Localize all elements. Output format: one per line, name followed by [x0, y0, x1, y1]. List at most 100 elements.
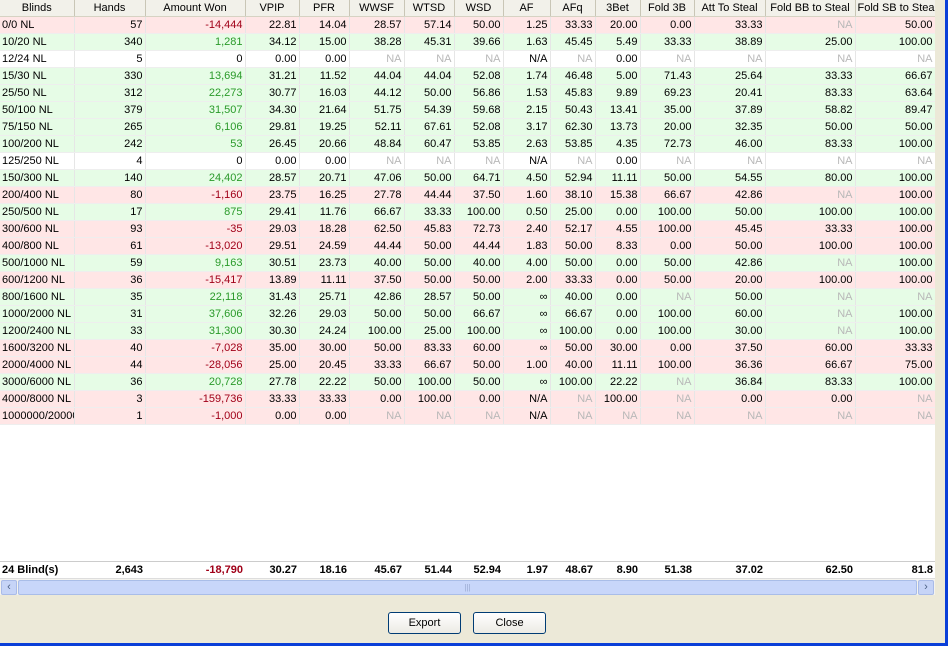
scroll-left-button[interactable]: ‹ — [1, 580, 17, 595]
table-cell: 50.00 — [349, 339, 405, 357]
column-header[interactable]: Hands — [74, 0, 146, 17]
table-cell: 25/50 NL — [0, 84, 75, 102]
table-cell: 100.00 — [349, 322, 405, 340]
table-row[interactable]: 25/50 NL 312 22,273 30.77 16.03 44.12 50.00 56.… — [0, 84, 935, 102]
table-row[interactable]: 4000/8000 NL 3 -159,736 33.33 33.33 0.00 100.0… — [0, 390, 935, 408]
table-cell: NA — [855, 288, 935, 306]
total-cell: 48.67 — [565, 564, 593, 576]
table-row[interactable]: 150/300 NL 140 24,402 28.57 20.71 47.06 50.00 6… — [0, 169, 935, 187]
column-header[interactable]: WSD — [454, 0, 504, 17]
table-cell: 22.22 — [299, 373, 350, 391]
column-header[interactable]: Att To Steal — [694, 0, 766, 17]
table-cell: 330 — [74, 67, 146, 85]
column-header[interactable]: Amount Won — [145, 0, 246, 17]
table-cell: 44 — [74, 356, 146, 374]
column-header[interactable]: PFR — [299, 0, 350, 17]
table-cell: 100.00 — [855, 305, 935, 323]
column-header[interactable]: Fold SB to Steal — [855, 0, 935, 17]
scroll-right-button[interactable]: › — [918, 580, 934, 595]
table-cell: 50.00 — [404, 305, 455, 323]
table-row[interactable]: 12/24 NL 5 0 0.00 0.00 NA NA NA N/A NA 0.00 NA NA NA N… — [0, 50, 935, 68]
table-row[interactable]: 1000000/2000000 NL1-1,0000.000.00NANANAN… — [0, 407, 935, 425]
table-row[interactable]: 125/250 NL 4 0 0.00 0.00 NA NA NA N/A NA 0.00 NA NA N… — [0, 152, 935, 170]
table-row[interactable]: 200/400 NL 80 -1,160 23.75 16.25 27.78 44.44 37… — [0, 186, 935, 204]
table-cell: 52.11 — [349, 118, 405, 136]
table-row[interactable]: 3000/6000 NL 36 20,728 27.78 22.22 50.00 100.0… — [0, 373, 935, 391]
table-cell: 100.00 — [765, 271, 856, 289]
table-row[interactable]: 1000/2000 NL 31 37,606 32.26 29.03 50.00 50.00… — [0, 305, 935, 323]
table-row[interactable]: 50/100 NL 379 31,507 34.30 21.64 51.75 54.39 59… — [0, 101, 935, 119]
column-header[interactable]: 3Bet — [595, 0, 641, 17]
table-cell: 0 — [145, 50, 246, 68]
table-cell: 0.00 — [640, 16, 695, 34]
table-cell: NA — [765, 305, 856, 323]
table-row[interactable]: 500/1000 NL 59 9,163 30.51 23.73 40.00 50.00 40… — [0, 254, 935, 272]
table-cell: 0.00 — [299, 50, 350, 68]
table-cell: 48.84 — [349, 135, 405, 153]
table-cell: 0.00 — [454, 390, 504, 408]
table-cell: 13.41 — [595, 101, 641, 119]
table-cell: 34.12 — [245, 33, 300, 51]
table-cell: 75.00 — [855, 356, 935, 374]
table-row[interactable]: 400/800 NL 61 -13,020 29.51 24.59 44.44 50.00 4… — [0, 237, 935, 255]
column-header[interactable]: Blinds — [0, 0, 75, 17]
table-cell: 25.00 — [245, 356, 300, 374]
table-cell: 13.89 — [245, 271, 300, 289]
table-cell: 54.39 — [404, 101, 455, 119]
table-cell: 42.86 — [694, 254, 766, 272]
table-cell: 13,694 — [145, 67, 246, 85]
table-row[interactable]: 100/200 NL 242 53 26.45 20.66 48.84 60.47 53.85… — [0, 135, 935, 153]
table-cell: 100.00 — [640, 220, 695, 238]
table-cell: 57 — [74, 16, 146, 34]
table-row[interactable]: 75/150 NL 265 6,106 29.81 19.25 52.11 67.61 52.… — [0, 118, 935, 136]
table-cell: 1 — [74, 407, 146, 425]
table-row[interactable]: 250/500 NL 17 875 29.41 11.76 66.67 33.33 100.0… — [0, 203, 935, 221]
table-row[interactable]: 1200/2400 NL 33 31,300 30.30 24.24 100.00 25.0… — [0, 322, 935, 340]
scroll-thumb[interactable]: ||| — [18, 580, 917, 595]
table-cell: 0.00 — [299, 152, 350, 170]
column-header[interactable]: Fold 3B — [640, 0, 695, 17]
column-header[interactable]: WTSD — [404, 0, 455, 17]
table-row[interactable]: 800/1600 NL 35 22,118 31.43 25.71 42.86 28.57 5… — [0, 288, 935, 306]
table-cell: 0.00 — [245, 50, 300, 68]
table-cell: ∞ — [503, 339, 551, 357]
total-cell: 52.94 — [473, 564, 501, 576]
table-cell: 53.85 — [550, 135, 596, 153]
table-row[interactable]: 600/1200 NL 36 -15,417 13.89 11.11 37.50 50.00… — [0, 271, 935, 289]
table-cell: NA — [640, 407, 695, 425]
table-cell: 22,273 — [145, 84, 246, 102]
table-cell: NA — [454, 152, 504, 170]
column-header[interactable]: Fold BB to Steal — [765, 0, 856, 17]
table-cell: 15.38 — [595, 186, 641, 204]
table-row[interactable]: 15/30 NL 330 13,694 31.21 11.52 44.04 44.04 52.… — [0, 67, 935, 85]
table-cell: 0.00 — [595, 152, 641, 170]
table-row[interactable]: 2000/4000 NL 44 -28,056 25.00 20.45 33.33 66.6… — [0, 356, 935, 374]
table-row[interactable]: 10/20 NL 340 1,281 34.12 15.00 38.28 45.31 39.6… — [0, 33, 935, 51]
horizontal-scrollbar[interactable]: ‹ ||| › — [0, 578, 935, 595]
table-cell: 800/1600 NL — [0, 288, 75, 306]
column-header[interactable]: WWSF — [349, 0, 405, 17]
table-cell: 52.94 — [550, 169, 596, 187]
table-cell: 52.08 — [454, 67, 504, 85]
column-header[interactable]: VPIP — [245, 0, 300, 17]
table-cell: 22,118 — [145, 288, 246, 306]
table-cell: 50.00 — [404, 84, 455, 102]
table-cell: 22.81 — [245, 16, 300, 34]
table-cell: 100.00 — [855, 271, 935, 289]
table-cell: 1,281 — [145, 33, 246, 51]
table-cell: 40.00 — [349, 254, 405, 272]
table-cell: 56.86 — [454, 84, 504, 102]
column-header[interactable]: AFq — [550, 0, 596, 17]
table-cell: 33.33 — [765, 67, 856, 85]
table-cell: 30.00 — [299, 339, 350, 357]
export-button[interactable]: Export — [388, 612, 461, 634]
table-cell: 30.77 — [245, 84, 300, 102]
table-cell: 140 — [74, 169, 146, 187]
close-button[interactable]: Close — [473, 612, 546, 634]
table-cell: 33.33 — [855, 339, 935, 357]
table-row[interactable]: 0/0 NL 57 -14,444 22.81 14.04 28.57 57.14 50.00… — [0, 16, 935, 34]
table-row[interactable]: 1600/3200 NL 40 -7,028 35.00 30.00 50.00 83.33… — [0, 339, 935, 357]
table-cell: 50.00 — [640, 169, 695, 187]
column-header[interactable]: AF — [503, 0, 551, 17]
table-row[interactable]: 300/600 NL 93 -35 29.03 18.28 62.50 45.83 72.73… — [0, 220, 935, 238]
